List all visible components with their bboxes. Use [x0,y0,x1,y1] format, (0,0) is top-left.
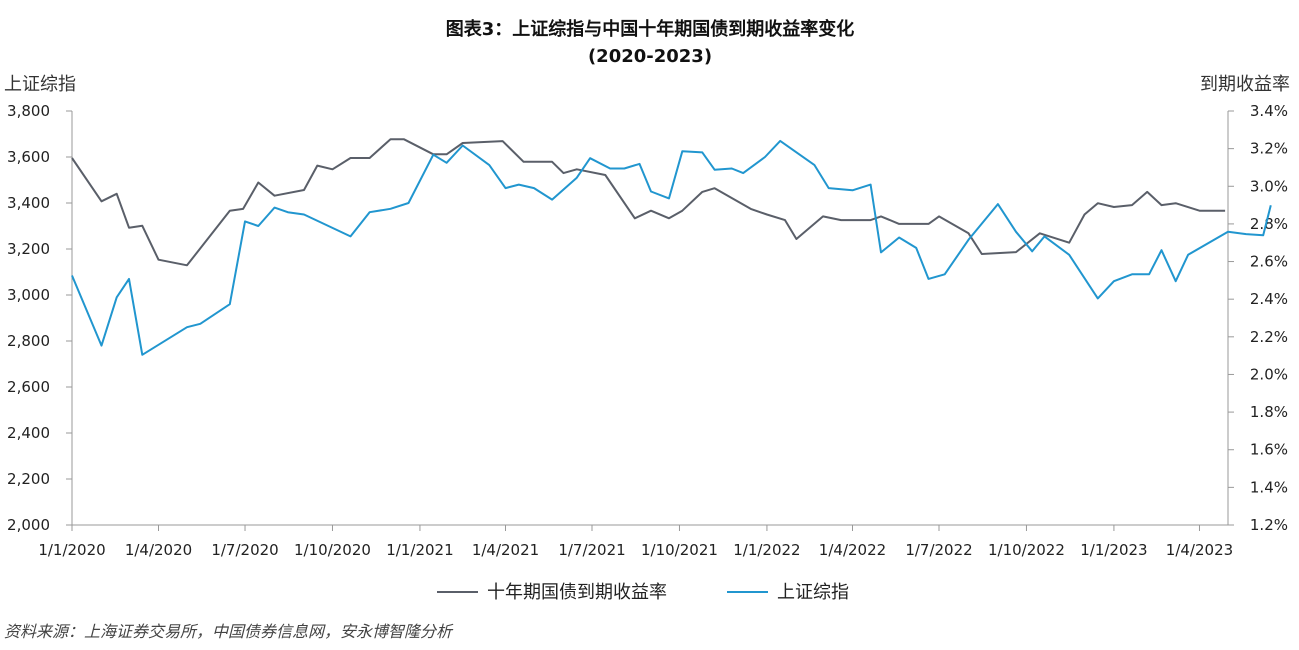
x-tick-label: 1/4/2023 [1166,541,1233,559]
left-tick-label: 2,600 [7,378,50,396]
x-tick-label: 1/4/2021 [472,541,539,559]
x-tick-label: 1/7/2022 [905,541,972,559]
left-tick-label: 3,800 [7,102,50,120]
x-tick-label: 1/10/2020 [294,541,371,559]
x-tick-label: 1/4/2020 [125,541,192,559]
x-tick-label: 1/1/2020 [38,541,105,559]
source-note: 资料来源：上海证券交易所，中国债券信息网，安永博智隆分析 [4,622,454,641]
x-tick-label: 1/4/2022 [819,541,886,559]
left-tick-label: 2,400 [7,424,50,442]
legend-label-bond-yield: 十年期国债到期收益率 [487,582,667,603]
legend: 十年期国债到期收益率 上证综指 [437,582,849,603]
legend-label-shanghai-index: 上证综指 [777,582,849,603]
x-tick-label: 1/10/2021 [641,541,718,559]
left-axis-title: 上证综指 [4,74,76,95]
x-tick-label: 1/1/2022 [733,541,800,559]
left-tick-label: 2,800 [7,332,50,350]
left-tick-label: 3,600 [7,148,50,166]
right-tick-label: 2.2% [1250,328,1288,346]
x-tick-label: 1/1/2021 [386,541,453,559]
left-tick-label: 3,400 [7,194,50,212]
left-tick-label: 3,000 [7,286,50,304]
right-tick-label: 3.0% [1250,177,1288,195]
series-line-bond-yield [71,138,1226,267]
right-tick-label: 2.8% [1250,215,1288,233]
right-tick-label: 2.4% [1250,290,1288,308]
x-tick-label: 1/7/2020 [211,541,278,559]
right-tick-label: 1.4% [1250,478,1288,496]
chart-subtitle: (2020-2023) [588,46,712,67]
right-tick-label: 3.4% [1250,102,1288,120]
x-tick-label: 1/7/2021 [558,541,625,559]
right-tick-label: 1.6% [1250,441,1288,459]
right-tick-label: 2.6% [1250,253,1288,271]
series-line-shanghai-index [71,139,1272,356]
chart-title: 图表3：上证综指与中国十年期国债到期收益率变化 [446,18,855,40]
x-tick-label: 1/1/2023 [1080,541,1147,559]
right-tick-label: 2.0% [1250,365,1288,383]
axes: 2,000 2,200 2,400 2,600 2,800 3,000 3,200 3,400… [7,102,1288,559]
right-tick-label: 1.2% [1250,516,1288,534]
left-tick-label: 2,000 [7,516,50,534]
x-tick-label: 1/10/2022 [988,541,1065,559]
series-lines [71,138,1272,356]
left-tick-label: 3,200 [7,240,50,258]
right-tick-label: 1.8% [1250,403,1288,421]
right-tick-label: 3.2% [1250,140,1288,158]
right-axis-title: 到期收益率 [1200,74,1290,95]
left-tick-label: 2,200 [7,470,50,488]
